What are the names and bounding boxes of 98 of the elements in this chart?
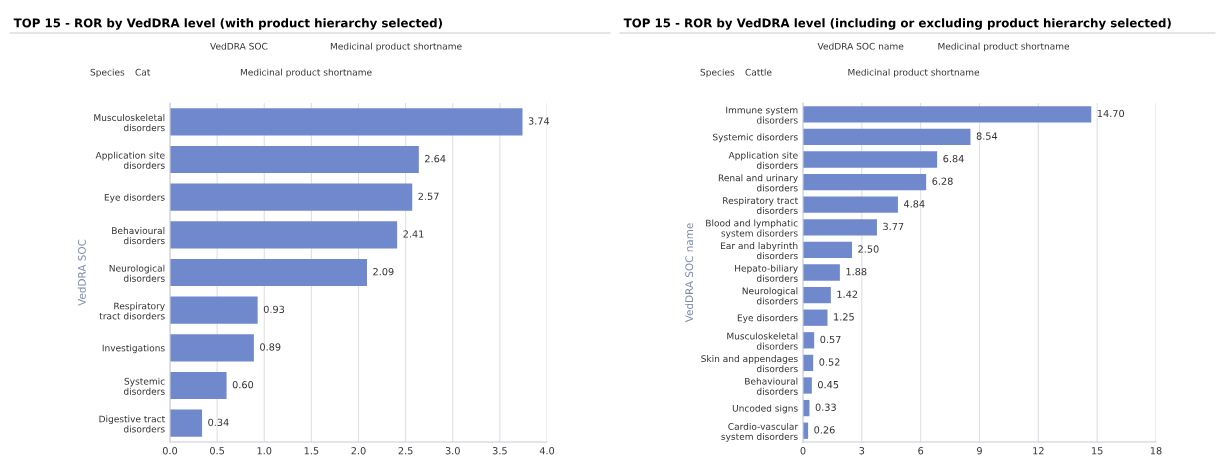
x-tick-label: 12 bbox=[1033, 447, 1044, 455]
data-label: 8.54 bbox=[976, 132, 998, 140]
bar bbox=[170, 221, 398, 249]
chart-title: TOP 15 - ROR by VedDRA level (with product hierarchy selected) bbox=[13, 18, 442, 30]
bar bbox=[803, 309, 828, 326]
data-label: 6.84 bbox=[943, 154, 964, 163]
bar bbox=[170, 108, 523, 136]
bar bbox=[803, 151, 938, 168]
bar bbox=[170, 334, 254, 362]
bar bbox=[803, 106, 1092, 123]
bar bbox=[803, 241, 853, 259]
data-label: 0.57 bbox=[820, 335, 841, 344]
text: VedDRA SOC name bbox=[817, 42, 904, 50]
data-label: 1.88 bbox=[846, 267, 867, 276]
y-tick-label: Systemic disorders bbox=[713, 133, 798, 143]
text: Medicinal product shortname bbox=[848, 68, 980, 78]
y-tick-label: Immune system disorders bbox=[726, 106, 798, 124]
text: VedDRA SOC bbox=[210, 42, 268, 50]
data-label: 0.45 bbox=[818, 380, 839, 389]
y-tick-label: Digestive tract disorders bbox=[99, 415, 165, 433]
x-tick-label: 0 bbox=[800, 447, 806, 455]
y-tick-label: Respiratory tract disorders bbox=[99, 302, 165, 320]
y-tick-label: Hepato-biliary disorders bbox=[735, 264, 798, 282]
y-tick-label: Systemic disorders bbox=[123, 377, 165, 395]
bar bbox=[803, 128, 971, 146]
text: Cat bbox=[135, 68, 151, 76]
data-label: 3.74 bbox=[528, 117, 550, 125]
bar bbox=[803, 286, 831, 304]
y-tick-label: Musculoskeletal disorders bbox=[94, 114, 165, 132]
y-tick-label: Ear and labyrinth disorders bbox=[721, 242, 798, 260]
x-tick-label: 4.0 bbox=[539, 447, 555, 455]
data-label: 0.52 bbox=[819, 358, 840, 366]
bar bbox=[170, 371, 227, 400]
x-tick-label: 1.5 bbox=[304, 447, 319, 455]
x-tick-label: 18 bbox=[1150, 447, 1162, 455]
y-tick-label: Eye disorders bbox=[104, 193, 165, 203]
y-tick-label: Eye disorders bbox=[737, 314, 798, 324]
x-tick-label: 0.0 bbox=[162, 447, 178, 455]
data-label: 3.77 bbox=[883, 222, 904, 231]
x-tick-label: 3.0 bbox=[445, 447, 460, 455]
bar bbox=[803, 264, 840, 281]
data-label: 0.89 bbox=[260, 343, 281, 351]
y-tick-label: Skin and appendages disorders bbox=[701, 355, 798, 373]
data-label: 14.70 bbox=[1097, 109, 1125, 118]
x-tick-label: 3.5 bbox=[492, 447, 507, 455]
data-label: 0.93 bbox=[263, 305, 285, 313]
bar bbox=[170, 258, 367, 287]
chart-title: TOP 15 - ROR by VedDRA level (including or excluding product hierarchy selected) bbox=[623, 18, 1171, 30]
data-label: 2.57 bbox=[418, 192, 439, 200]
data-label: 2.50 bbox=[858, 245, 879, 253]
text: Medicinal product shortname bbox=[240, 68, 372, 78]
y-tick-label: Behavioural disorders bbox=[112, 227, 165, 245]
x-tick-label: 3 bbox=[859, 447, 865, 455]
x-tick-label: 9 bbox=[977, 447, 982, 455]
x-tick-label: 0.5 bbox=[210, 447, 225, 455]
y-tick-label: Behavioural disorders bbox=[745, 377, 798, 395]
bar bbox=[170, 409, 203, 437]
y-tick-label: Neurological disorders bbox=[109, 264, 165, 282]
data-label: 2.64 bbox=[425, 154, 446, 163]
y-tick-label: Application site disorders bbox=[95, 151, 165, 169]
y-tick-label: Investigations bbox=[102, 344, 165, 354]
y-tick-label: Respiratory tract disorders bbox=[723, 196, 798, 214]
bar bbox=[170, 183, 413, 211]
bar bbox=[803, 377, 812, 394]
x-tick-label: 15 bbox=[1092, 447, 1103, 455]
data-label: 0.60 bbox=[232, 380, 254, 389]
y-tick-label: Blood and lymphatic system disorders bbox=[706, 219, 798, 239]
bar bbox=[170, 296, 258, 324]
data-label: 2.41 bbox=[403, 230, 424, 238]
x-tick-label: 6 bbox=[918, 447, 924, 455]
text: Cattle bbox=[745, 68, 772, 76]
text: Medicinal product shortname bbox=[938, 42, 1070, 52]
y-tick-label: Uncoded signs bbox=[732, 404, 798, 414]
y-tick-label: Application site disorders bbox=[728, 151, 798, 169]
data-label: 2.09 bbox=[373, 267, 394, 276]
bar bbox=[803, 196, 898, 213]
data-label: 6.28 bbox=[932, 177, 953, 185]
bar bbox=[803, 173, 927, 191]
data-label: 1.25 bbox=[834, 313, 854, 321]
data-label: 0.34 bbox=[208, 418, 229, 426]
y-tick-label: Musculoskeletal disorders bbox=[727, 332, 798, 350]
data-label: 0.26 bbox=[814, 426, 835, 434]
x-tick-label: 1.0 bbox=[257, 447, 272, 455]
y-axis-title: VedDRA SOC name bbox=[685, 223, 694, 323]
x-tick-label: 2.5 bbox=[398, 447, 413, 455]
data-label: 1.42 bbox=[837, 290, 858, 298]
text: Medicinal product shortname bbox=[330, 42, 462, 52]
y-tick-label: Cardio-vascular system disorders bbox=[721, 422, 799, 442]
x-tick-label: 2.0 bbox=[351, 447, 366, 455]
text: Species bbox=[700, 68, 735, 78]
data-label: 0.33 bbox=[815, 403, 836, 411]
text: Species bbox=[90, 68, 125, 78]
bar bbox=[803, 219, 877, 236]
data-label: 4.84 bbox=[903, 200, 925, 208]
y-tick-label: Neurological disorders bbox=[742, 287, 798, 305]
bar bbox=[170, 145, 419, 174]
y-axis-title: VedDRA SOC bbox=[77, 239, 86, 306]
y-tick-label: Renal and urinary disorders bbox=[718, 174, 798, 192]
